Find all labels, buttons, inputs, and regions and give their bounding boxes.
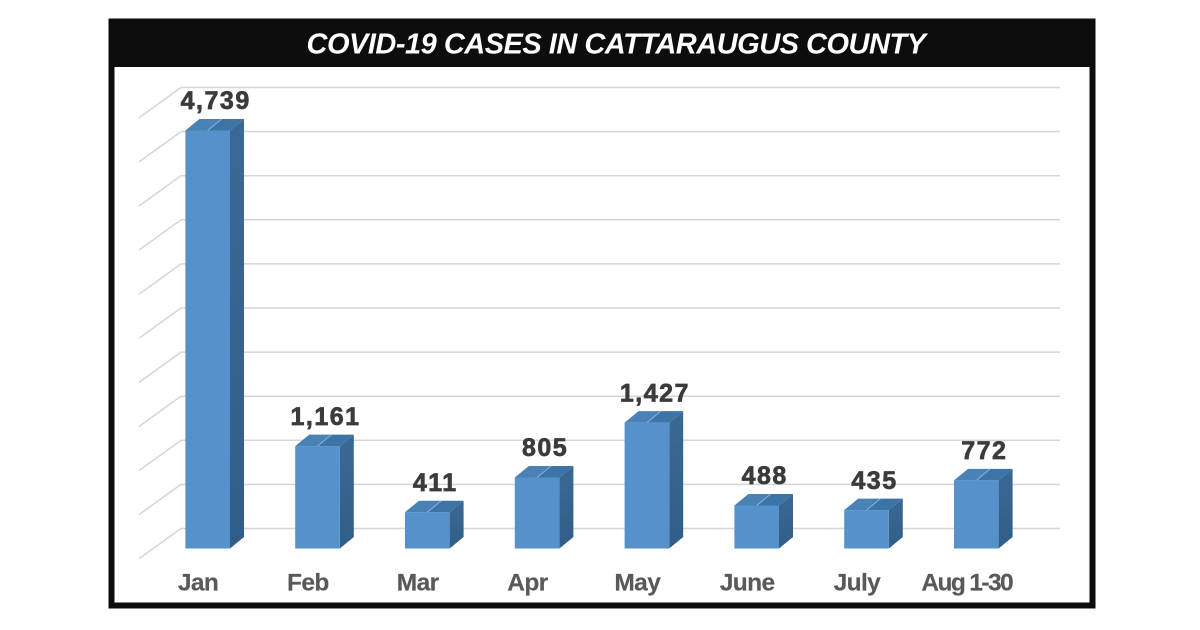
svg-text:Mar: Mar — [397, 569, 440, 596]
svg-text:Aug 1-30: Aug 1-30 — [921, 569, 1013, 596]
svg-text:May: May — [614, 569, 661, 596]
svg-text:Apr: Apr — [507, 569, 548, 596]
svg-text:805: 805 — [522, 434, 568, 462]
svg-text:June: June — [720, 569, 775, 596]
svg-text:488: 488 — [742, 462, 788, 490]
svg-text:1,427: 1,427 — [620, 379, 690, 407]
svg-text:COVID-19 CASES IN CATTARAUGUS: COVID-19 CASES IN CATTARAUGUS COUNTY — [307, 28, 929, 60]
svg-text:Feb: Feb — [287, 569, 329, 596]
svg-text:July: July — [834, 569, 882, 596]
svg-text:Jan: Jan — [178, 569, 218, 596]
svg-text:435: 435 — [851, 467, 897, 495]
svg-text:4,739: 4,739 — [181, 87, 251, 115]
svg-text:1,161: 1,161 — [290, 403, 360, 431]
svg-text:411: 411 — [413, 469, 458, 497]
svg-text:772: 772 — [961, 437, 1007, 465]
